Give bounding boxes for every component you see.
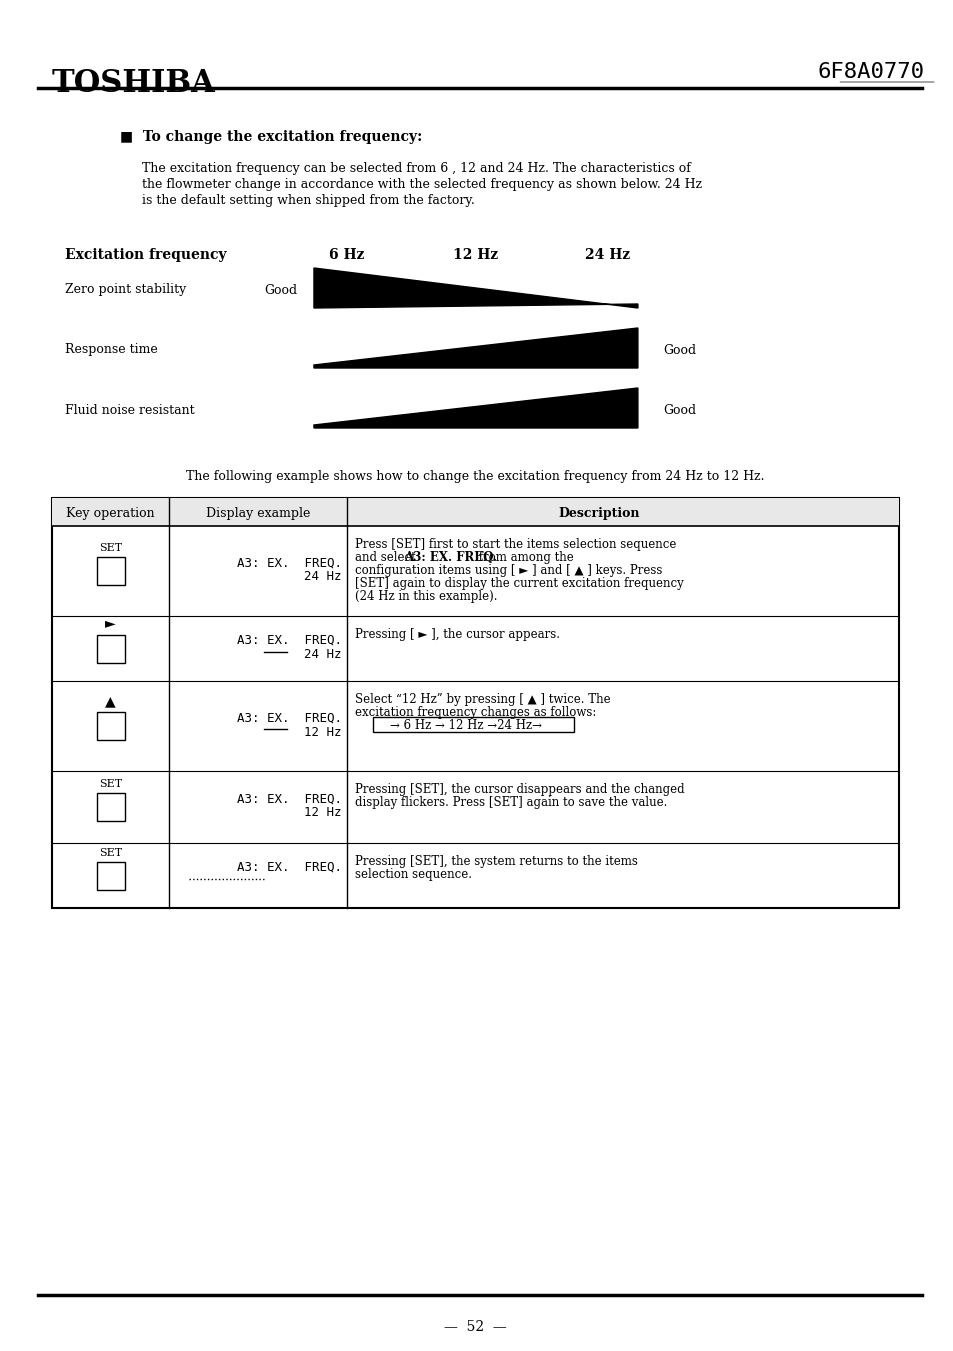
Text: 24 Hz: 24 Hz [304, 648, 341, 661]
Text: Pressing [ ► ], the cursor appears.: Pressing [ ► ], the cursor appears. [355, 628, 559, 640]
Text: Good: Good [662, 404, 695, 416]
Text: A3: EX.  FREQ.: A3: EX. FREQ. [236, 712, 341, 724]
Bar [96, 635, 125, 662]
Bar [51, 499, 898, 908]
Text: Good: Good [264, 284, 297, 296]
Text: The excitation frequency can be selected from 6 , 12 and 24 Hz. The characterist: The excitation frequency can be selected… [141, 162, 690, 176]
Text: —  52  —: — 52 — [443, 1320, 506, 1333]
Text: TOSHIBA: TOSHIBA [51, 68, 215, 99]
Text: Description: Description [558, 508, 639, 520]
Text: display flickers. Press [SET] again to save the value.: display flickers. Press [SET] again to s… [355, 796, 666, 809]
Text: Display example: Display example [206, 508, 310, 520]
Text: Response time: Response time [65, 343, 157, 357]
Text: Good: Good [662, 343, 695, 357]
Bar [96, 557, 125, 585]
Text: 24 Hz: 24 Hz [304, 570, 341, 584]
Text: Pressing [SET], the cursor disappears and the changed: Pressing [SET], the cursor disappears an… [355, 784, 683, 796]
Text: and select: and select [355, 551, 419, 563]
Text: 12 Hz: 12 Hz [304, 725, 341, 739]
Polygon shape [314, 267, 638, 308]
Bar [96, 793, 125, 821]
Text: A3: EX.  FREQ.: A3: EX. FREQ. [236, 793, 341, 805]
Bar [96, 862, 125, 889]
Text: excitation frequency changes as follows:: excitation frequency changes as follows: [355, 707, 596, 719]
Text: the flowmeter change in accordance with the selected frequency as shown below. 2: the flowmeter change in accordance with … [141, 178, 700, 190]
Text: A3: EX.  FREQ.: A3: EX. FREQ. [236, 861, 341, 874]
Text: configuration items using [ ► ] and [ ▲ ] keys. Press: configuration items using [ ► ] and [ ▲ … [355, 563, 661, 577]
Text: A3: EX.  FREQ.: A3: EX. FREQ. [236, 634, 341, 647]
Text: A3: EX. FREQ.: A3: EX. FREQ. [404, 551, 497, 563]
Text: Fluid noise resistant: Fluid noise resistant [65, 404, 194, 416]
Text: 6 Hz: 6 Hz [329, 249, 364, 262]
Text: 12 Hz: 12 Hz [304, 807, 341, 820]
Polygon shape [314, 328, 638, 367]
Text: from among the: from among the [475, 551, 574, 563]
Text: selection sequence.: selection sequence. [355, 867, 472, 881]
Polygon shape [314, 388, 638, 428]
Text: Pressing [SET], the system returns to the items: Pressing [SET], the system returns to th… [355, 855, 637, 867]
Text: A3: EX.  FREQ.: A3: EX. FREQ. [236, 557, 341, 570]
Text: ▲: ▲ [105, 694, 116, 708]
Text: ■  To change the excitation frequency:: ■ To change the excitation frequency: [119, 130, 421, 145]
Text: (24 Hz in this example).: (24 Hz in this example). [355, 590, 497, 603]
Text: → 6 Hz → 12 Hz →24 Hz→: → 6 Hz → 12 Hz →24 Hz→ [375, 719, 541, 732]
Text: SET: SET [99, 780, 122, 789]
Bar [51, 499, 898, 526]
Text: SET: SET [99, 847, 122, 858]
Text: 12 Hz: 12 Hz [453, 249, 498, 262]
Text: 6F8A0770: 6F8A0770 [817, 62, 923, 82]
Text: Zero point stability: Zero point stability [65, 284, 186, 296]
Text: ►: ► [105, 616, 116, 631]
Text: The following example shows how to change the excitation frequency from 24 Hz to: The following example shows how to chang… [186, 470, 764, 484]
Text: Press [SET] first to start the items selection sequence: Press [SET] first to start the items sel… [355, 538, 676, 551]
Text: is the default setting when shipped from the factory.: is the default setting when shipped from… [141, 195, 474, 207]
Text: Excitation frequency: Excitation frequency [65, 249, 226, 262]
Text: Select “12 Hz” by pressing [ ▲ ] twice. The: Select “12 Hz” by pressing [ ▲ ] twice. … [355, 693, 610, 707]
Bar [96, 712, 125, 740]
Text: SET: SET [99, 543, 122, 553]
Bar [373, 717, 574, 732]
Text: Key operation: Key operation [67, 508, 154, 520]
Text: [SET] again to display the current excitation frequency: [SET] again to display the current excit… [355, 577, 683, 590]
Text: 24 Hz: 24 Hz [584, 249, 630, 262]
